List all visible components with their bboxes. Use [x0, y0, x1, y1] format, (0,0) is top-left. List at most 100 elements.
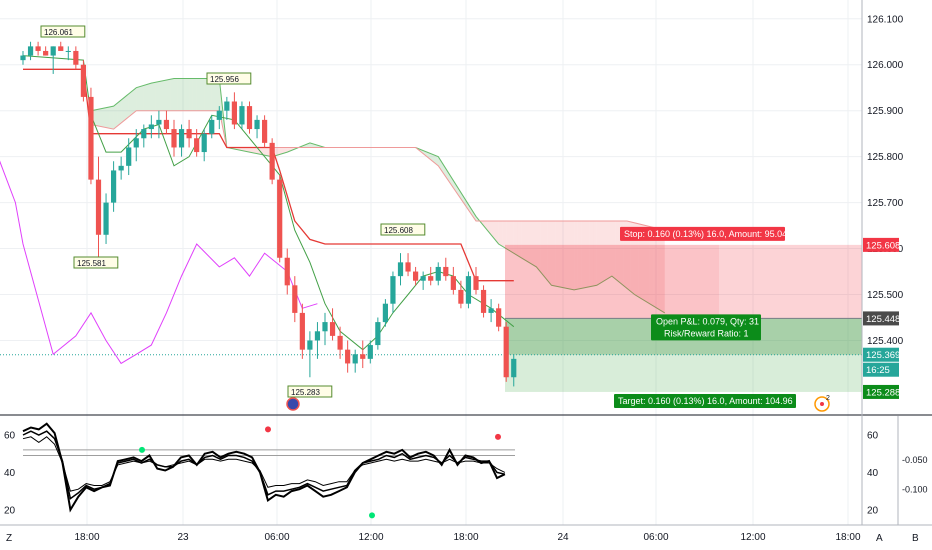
candle-body	[397, 262, 404, 277]
cloud-segment	[513, 220, 518, 256]
candle-body	[35, 46, 41, 51]
cloud-segment	[494, 220, 499, 244]
timezone-button-z[interactable]: Z	[6, 533, 12, 544]
cloud-segment	[525, 220, 529, 263]
candle-body	[435, 266, 441, 281]
auto-scale-button[interactable]: A	[876, 533, 883, 544]
cloud-segment	[460, 192, 465, 205]
cloud-segment	[457, 186, 461, 199]
osc-tick-left: 40	[4, 468, 16, 479]
label-mid-box	[380, 223, 426, 236]
candle-body	[382, 303, 388, 323]
label-mid: 125.608	[384, 226, 413, 235]
candle-body	[420, 276, 426, 281]
label-high-1: 126.061	[44, 28, 73, 37]
cloud-segment	[102, 107, 107, 128]
cloud-segment	[177, 78, 182, 111]
candle-body	[458, 289, 464, 304]
long-position-tool[interactable]: Stop: 0.160 (0.13%) 16.0, Amount: 95.04 T…	[0, 226, 862, 408]
osc-tick-right: 60	[867, 430, 879, 441]
cloud-segment	[128, 90, 133, 117]
candle-body	[194, 138, 200, 153]
time-tick: 12:00	[740, 532, 765, 543]
alert-badge-count: 2	[826, 395, 830, 402]
cloud-segment	[158, 80, 163, 111]
candle-body	[405, 262, 411, 272]
candle-body	[443, 266, 449, 277]
candle-body	[141, 129, 147, 139]
candlestick-series	[20, 41, 517, 387]
time-tick: 18:00	[835, 532, 860, 543]
cloud-segment	[577, 220, 582, 290]
cloud-segment	[657, 228, 661, 311]
candle-body	[488, 308, 494, 313]
label-high-2-box	[206, 72, 252, 85]
chikou-span	[0, 160, 318, 365]
candle-body	[390, 276, 396, 304]
candle-body	[277, 179, 283, 258]
cloud-segment	[615, 220, 620, 283]
cloud-segment	[204, 78, 208, 111]
cloud-segment	[596, 220, 601, 286]
cloud-segment	[559, 220, 563, 288]
cloud-segment	[608, 220, 612, 279]
candle-body	[345, 349, 351, 364]
cloud-segment	[124, 93, 129, 120]
cloud-segment	[200, 78, 205, 111]
target-label-box	[614, 393, 796, 408]
cloud-segment	[449, 174, 454, 188]
cloud-segment	[453, 180, 458, 194]
cloud-segment	[589, 220, 594, 287]
cloud-segment	[468, 204, 473, 216]
cloud-segment	[517, 220, 522, 258]
price-tick: 125.700	[867, 198, 904, 209]
label-low-1-box	[73, 256, 119, 269]
cloud-segment	[611, 220, 616, 280]
candle-body	[307, 340, 313, 350]
candle-body	[58, 46, 64, 51]
stop-zone	[505, 244, 862, 319]
cloud-segment	[547, 220, 552, 286]
cloud-segment	[151, 82, 156, 111]
cloud-segment	[464, 198, 469, 210]
candle-body	[322, 322, 328, 332]
cloud-segment	[438, 156, 443, 172]
cloud-segment	[121, 96, 125, 123]
cloud-segment	[279, 147, 284, 155]
grid-lines	[0, 0, 862, 525]
oscillator-scale-button[interactable]: B	[912, 533, 919, 544]
cloud-segment	[147, 83, 152, 111]
cloud-segment	[162, 80, 167, 111]
cloud-segment	[106, 106, 110, 129]
ichimoku-lines	[0, 55, 515, 365]
pnl-label-box	[651, 314, 761, 341]
cloud-segment	[166, 79, 171, 111]
candle-body	[337, 335, 343, 350]
cloud-segment	[498, 220, 503, 247]
price-tick: 125.400	[867, 336, 904, 347]
cloud-segment	[593, 220, 597, 287]
candle-body	[465, 276, 472, 304]
bottom-toolbar: Z A B	[6, 533, 919, 544]
candle-body	[450, 276, 456, 290]
osc-tick-far-right: -0.100	[902, 485, 928, 495]
stop-zone-inner	[505, 244, 719, 319]
osc-signal-sell	[495, 433, 501, 440]
candle-body	[413, 271, 419, 281]
label-high-2: 125.956	[210, 75, 239, 84]
candle-body	[216, 110, 222, 120]
candle-body	[224, 101, 230, 111]
event-marker-icon	[286, 397, 300, 411]
ichimoku-cloud	[90, 78, 666, 314]
axis-badge-countdown: 16:25	[866, 365, 890, 376]
osc-signal-sell	[265, 426, 271, 433]
oscillator-pane	[22, 422, 515, 519]
candle-body	[65, 50, 71, 52]
candle-body	[375, 322, 381, 346]
time-tick: 18:00	[453, 532, 478, 543]
candle-body	[111, 170, 117, 203]
candle-body	[80, 64, 86, 97]
cloud-segment	[174, 78, 178, 111]
cloud-segment	[555, 220, 560, 287]
